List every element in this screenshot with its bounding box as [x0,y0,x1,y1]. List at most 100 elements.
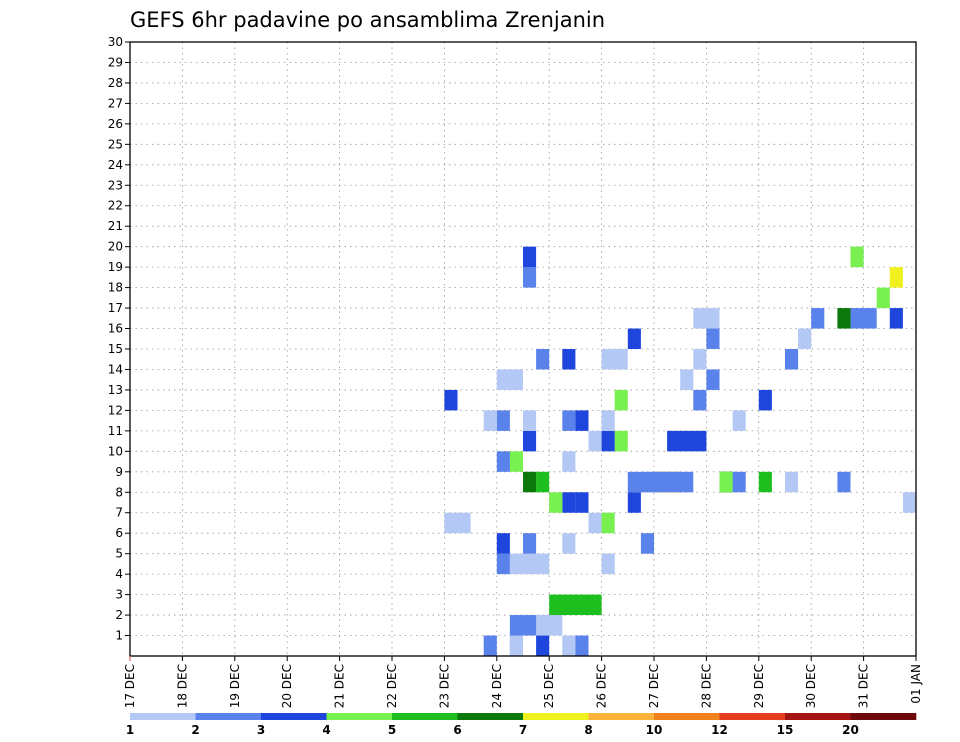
colorbar-label: 7 [519,723,527,737]
y-tick-label: 10 [108,444,123,458]
x-tick-label: 27 DEC [647,664,661,708]
y-tick-label: 26 [108,117,123,131]
x-tick-label: 19 DEC [228,664,242,708]
y-tick-label: 11 [108,424,123,438]
x-tick-label: 24 DEC [490,664,504,708]
colorbar-segment [654,713,720,720]
y-tick-label: 15 [108,342,123,356]
precip-cell [850,308,877,329]
precip-cell [601,430,615,452]
colorbar-segment [523,713,589,720]
precip-cell [627,492,641,513]
y-tick-label: 9 [115,465,123,479]
precip-cell [523,533,537,554]
x-tick-label: 21 DEC [333,664,347,708]
precip-cell [562,492,576,513]
precip-cell [575,410,589,431]
precip-cell [523,471,537,493]
x-tick-label: 01 JAN [909,664,923,704]
precip-cell [811,308,825,329]
y-tick-label: 28 [108,76,123,90]
colorbar-label: 8 [584,723,592,737]
x-tick-label: 17 DEC [123,664,137,708]
precip-cell [706,328,720,349]
precip-cell [693,349,707,370]
x-tick-label: 22 DEC [385,664,399,708]
y-tick-label: 16 [108,322,123,336]
x-tick-label: 26 DEC [595,664,609,708]
precip-cell [496,553,510,575]
y-tick-label: 29 [108,55,123,69]
precip-cell [601,349,628,370]
precip-cell [483,410,497,431]
x-tick-label: 25 DEC [542,664,556,708]
y-tick-label: 4 [115,567,123,581]
precip-cell [523,410,537,431]
colorbar-segment [392,713,458,720]
precip-cell [575,635,589,656]
y-tick-label: 13 [108,383,123,397]
precip-cell [601,553,615,575]
precip-cell [732,410,746,431]
colorbar-segment [130,713,196,720]
precip-cell [496,451,510,472]
precip-cell [575,492,589,513]
precip-cell [693,389,707,411]
precip-cell [562,635,576,656]
colorbar: 1 2 3 4 5 6 7 8 10 12 15 20 [126,713,917,737]
precip-cell [719,471,733,493]
precip-cell [588,430,602,452]
y-tick-label: 18 [108,281,123,295]
colorbar-label: 5 [388,723,396,737]
precip-cell [496,410,510,431]
colorbar-label: 6 [453,723,461,737]
precip-cell [601,410,615,431]
y-tick-label: 6 [115,526,123,540]
precip-cell [876,287,890,309]
colorbar-segment [850,713,917,720]
precip-cell [758,471,772,493]
x-axis: 17 DEC 18 DEC 19 DEC 20 DEC 21 DEC 22 DEC 23 D… [123,656,923,708]
precip-cell [444,512,471,534]
precip-cell [523,267,537,288]
plot-cells [444,246,916,656]
precip-cell [837,308,851,329]
chart-title: GEFS 6hr padavine po ansamblima Zrenjani… [130,8,605,32]
colorbar-label: 20 [842,723,859,737]
precip-cell [902,492,916,513]
precip-cell [562,349,576,370]
precip-cell [562,410,576,431]
y-tick-label: 24 [108,158,123,172]
colorbar-segment [326,713,393,720]
precip-cell [509,635,523,656]
y-tick-label: 14 [108,362,123,376]
precip-cell [509,369,523,390]
precip-cell [536,635,550,656]
precip-cell [549,594,602,616]
x-tick-label: 20 DEC [280,664,294,708]
precip-cell [680,369,694,390]
colorbar-segment [588,713,655,720]
colorbar-label: 12 [711,723,728,737]
precip-cell [444,389,458,411]
precip-cell [614,430,628,452]
y-tick-label: 17 [108,301,123,315]
precip-cell [496,369,510,390]
precip-cell [758,389,772,411]
colorbar-label: 2 [191,723,199,737]
y-tick-label: 30 [108,35,123,49]
precip-cell [509,553,550,575]
y-tick-label: 7 [115,506,123,520]
precip-cell [889,308,903,329]
precip-cell [614,389,628,411]
x-tick-label: 23 DEC [437,664,451,708]
precip-cell [654,471,694,493]
y-tick-label: 12 [108,403,123,417]
x-tick-label: 30 DEC [804,664,818,708]
precip-cell [667,430,707,452]
x-tick-label: 29 DEC [752,664,766,708]
colorbar-segment [785,713,851,720]
x-tick-label: 28 DEC [699,664,713,708]
y-tick-label: 3 [115,588,123,602]
